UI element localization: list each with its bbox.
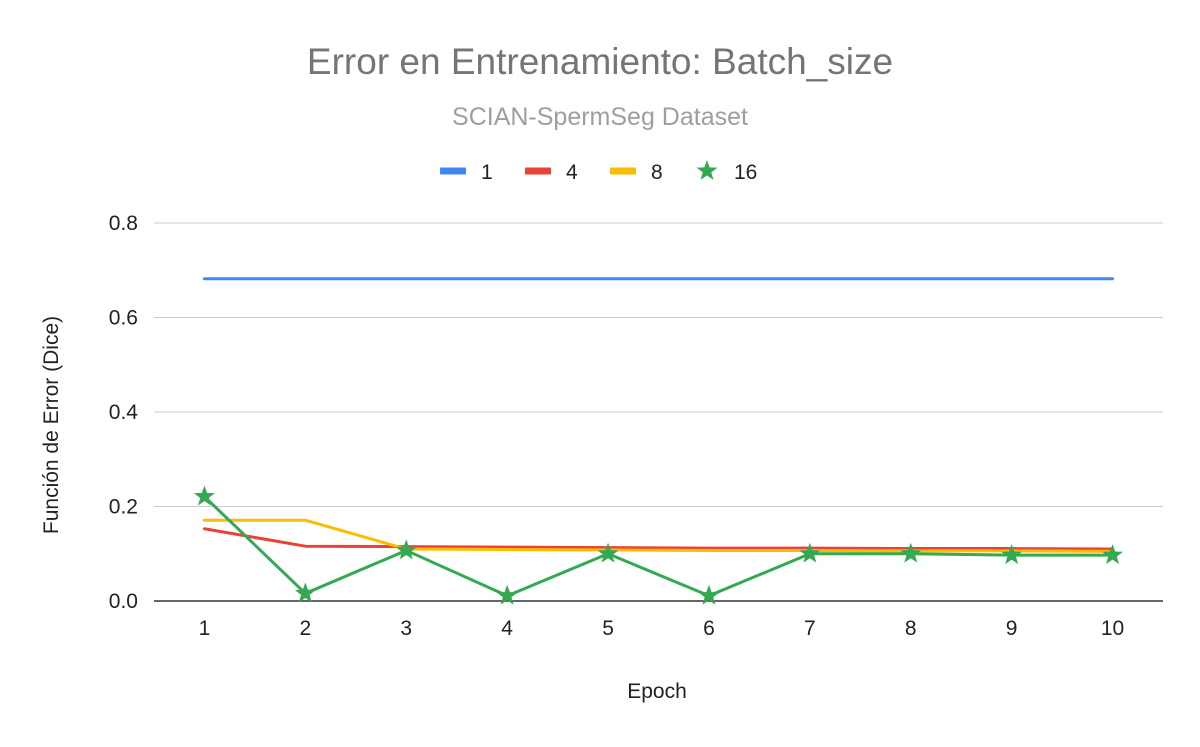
legend-item-8: 8	[610, 161, 663, 184]
data-point-star	[496, 584, 518, 605]
y-axis-ticks: 0.0 0.2 0.4 0.6 0.8	[109, 212, 139, 613]
series-line-8	[202, 518, 1115, 553]
legend-swatch	[610, 167, 636, 175]
data-point-star	[799, 542, 821, 563]
data-point-star	[193, 485, 215, 506]
y-axis-label: Función de Error (Dice)	[40, 316, 63, 534]
data-point-star	[698, 584, 720, 605]
legend: 1 4 8 16	[440, 160, 757, 184]
data-point-star	[294, 582, 316, 603]
x-tick-label: 10	[1101, 617, 1124, 640]
legend-swatch	[525, 167, 551, 175]
chart-title: Error en Entrenamiento: Batch_size	[307, 41, 893, 82]
x-tick-label: 2	[300, 617, 312, 640]
chart-subtitle: SCIAN-SpermSeg Dataset	[452, 103, 748, 131]
legend-swatch	[440, 167, 466, 175]
series-lines	[193, 277, 1124, 605]
data-point-star	[597, 542, 619, 563]
y-tick-label: 0.0	[109, 590, 138, 613]
data-point-star	[1001, 544, 1023, 565]
x-axis-label: Epoch	[627, 680, 687, 703]
y-tick-label: 0.6	[109, 307, 138, 330]
x-tick-label: 9	[1006, 617, 1018, 640]
y-tick-label: 0.2	[109, 496, 138, 519]
legend-label: 8	[651, 161, 663, 184]
x-tick-label: 6	[703, 617, 715, 640]
x-tick-label: 1	[199, 617, 211, 640]
x-tick-label: 7	[804, 617, 816, 640]
legend-item-1: 1	[440, 161, 493, 184]
legend-item-4: 4	[525, 161, 578, 184]
legend-item-16: 16	[696, 160, 757, 184]
x-tick-label: 4	[501, 617, 513, 640]
data-point-star	[1102, 544, 1124, 565]
series-line-16	[202, 495, 1115, 598]
legend-label: 4	[566, 161, 578, 184]
data-point-star	[900, 542, 922, 563]
x-tick-label: 8	[905, 617, 917, 640]
legend-label: 1	[481, 161, 493, 184]
x-tick-label: 5	[602, 617, 614, 640]
x-axis-ticks: 1 2 3 4 5 6 7 8 9 10	[199, 617, 1125, 640]
y-tick-label: 0.4	[109, 401, 139, 424]
y-tick-label: 0.8	[109, 212, 138, 235]
series-line-4	[202, 527, 1115, 551]
gridlines	[154, 222, 1163, 602]
legend-star-icon	[696, 160, 718, 180]
x-tick-label: 3	[400, 617, 412, 640]
legend-label: 16	[734, 161, 757, 184]
data-point-star	[395, 539, 417, 560]
